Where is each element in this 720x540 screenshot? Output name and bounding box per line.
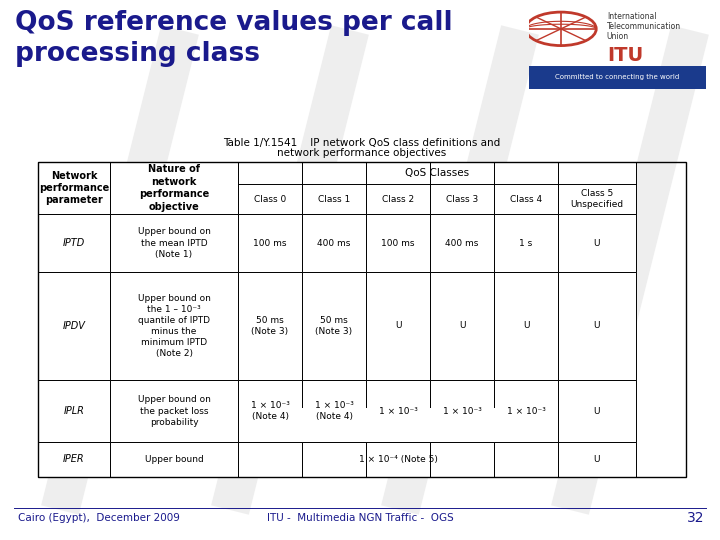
Bar <box>110 442 238 477</box>
Text: U: U <box>459 321 465 330</box>
Text: Class 3: Class 3 <box>446 194 478 204</box>
Bar <box>302 442 366 477</box>
Bar <box>366 214 430 272</box>
Text: Network
performance
parameter: Network performance parameter <box>39 171 109 205</box>
Bar <box>558 214 636 272</box>
Text: ITU -  Multimedia NGN Traffic -  OGS: ITU - Multimedia NGN Traffic - OGS <box>266 513 454 523</box>
Bar <box>38 162 110 214</box>
Bar <box>430 272 494 380</box>
Bar <box>558 162 636 214</box>
Text: Upper bound on
the packet loss
probability: Upper bound on the packet loss probabili… <box>138 395 210 427</box>
Bar <box>430 442 494 477</box>
Text: U: U <box>523 321 529 330</box>
Text: International: International <box>607 12 657 21</box>
Text: Table 1/Y.1541    IP network QoS class definitions and: Table 1/Y.1541 IP network QoS class defi… <box>223 138 500 148</box>
Bar <box>38 272 110 380</box>
Bar <box>494 272 558 380</box>
Text: Upper bound on
the 1 – 10⁻³
quantile of IPTD
minus the
minimum IPTD
(Note 2): Upper bound on the 1 – 10⁻³ quantile of … <box>138 294 210 358</box>
Text: 400 ms: 400 ms <box>445 239 479 247</box>
Bar <box>494 380 558 442</box>
Bar <box>558 380 636 442</box>
Bar <box>494 442 558 477</box>
Text: IPER: IPER <box>63 455 85 464</box>
Text: Telecommunication: Telecommunication <box>607 22 681 31</box>
Text: 100 ms: 100 ms <box>253 239 287 247</box>
Bar <box>366 442 430 477</box>
Bar <box>558 442 636 477</box>
Text: 1 × 10⁻³
(Note 4): 1 × 10⁻³ (Note 4) <box>251 401 289 421</box>
Text: 50 ms
(Note 3): 50 ms (Note 3) <box>251 316 289 336</box>
Text: Upper bound: Upper bound <box>145 455 203 464</box>
Bar <box>38 442 110 477</box>
Text: IPDV: IPDV <box>63 321 86 331</box>
Bar <box>558 272 636 380</box>
Text: QoS Classes: QoS Classes <box>405 168 469 178</box>
Bar <box>366 272 430 380</box>
Text: U: U <box>395 321 401 330</box>
Text: U: U <box>594 239 600 247</box>
Bar <box>110 162 238 214</box>
Text: Class 1: Class 1 <box>318 194 350 204</box>
Text: U: U <box>594 407 600 415</box>
Text: 1 s: 1 s <box>519 239 533 247</box>
Bar <box>430 380 494 442</box>
Bar <box>430 214 494 272</box>
Text: 50 ms
(Note 3): 50 ms (Note 3) <box>315 316 353 336</box>
Text: 1 × 10⁻⁴ (Note 5): 1 × 10⁻⁴ (Note 5) <box>359 455 438 464</box>
Text: Committed to connecting the world: Committed to connecting the world <box>555 75 680 80</box>
Bar <box>238 442 302 477</box>
Bar <box>238 214 302 272</box>
Text: Class 2: Class 2 <box>382 194 414 204</box>
Text: IPTD: IPTD <box>63 238 85 248</box>
Text: ITU: ITU <box>607 45 643 65</box>
Bar <box>110 214 238 272</box>
Bar <box>38 380 110 442</box>
Text: 32: 32 <box>686 511 704 525</box>
Bar <box>38 162 686 477</box>
Text: 1 × 10⁻³: 1 × 10⁻³ <box>507 407 546 415</box>
Bar <box>430 162 494 214</box>
Text: U: U <box>594 321 600 330</box>
Bar <box>110 380 238 442</box>
Bar <box>366 162 430 214</box>
Bar <box>302 380 366 442</box>
Bar <box>38 214 110 272</box>
Bar <box>302 162 366 214</box>
Text: 1 × 10⁻³
(Note 4): 1 × 10⁻³ (Note 4) <box>315 401 354 421</box>
Bar <box>302 272 366 380</box>
Text: 400 ms: 400 ms <box>318 239 351 247</box>
Text: network performance objectives: network performance objectives <box>277 148 446 158</box>
Text: Upper bound on
the mean IPTD
(Note 1): Upper bound on the mean IPTD (Note 1) <box>138 227 210 259</box>
Bar <box>494 162 558 214</box>
Bar <box>529 66 706 89</box>
Text: Union: Union <box>607 32 629 41</box>
Text: Nature of
network
performance
objective: Nature of network performance objective <box>139 164 209 212</box>
Text: 100 ms: 100 ms <box>382 239 415 247</box>
Text: Cairo (Egypt),  December 2009: Cairo (Egypt), December 2009 <box>18 513 180 523</box>
Bar <box>366 380 430 442</box>
Bar <box>238 408 557 442</box>
Text: IPLR: IPLR <box>63 406 84 416</box>
Text: 1 × 10⁻³: 1 × 10⁻³ <box>379 407 418 415</box>
Bar <box>302 214 366 272</box>
Text: Class 0: Class 0 <box>254 194 286 204</box>
Bar <box>110 272 238 380</box>
Text: 1 × 10⁻³: 1 × 10⁻³ <box>443 407 482 415</box>
Text: QoS reference values per call
processing class: QoS reference values per call processing… <box>15 10 453 67</box>
Bar <box>238 162 302 214</box>
Text: U: U <box>594 455 600 464</box>
Bar <box>238 380 302 442</box>
Text: Class 4: Class 4 <box>510 194 542 204</box>
Bar <box>238 272 302 380</box>
Text: Class 5
Unspecified: Class 5 Unspecified <box>570 189 624 209</box>
Bar <box>494 214 558 272</box>
